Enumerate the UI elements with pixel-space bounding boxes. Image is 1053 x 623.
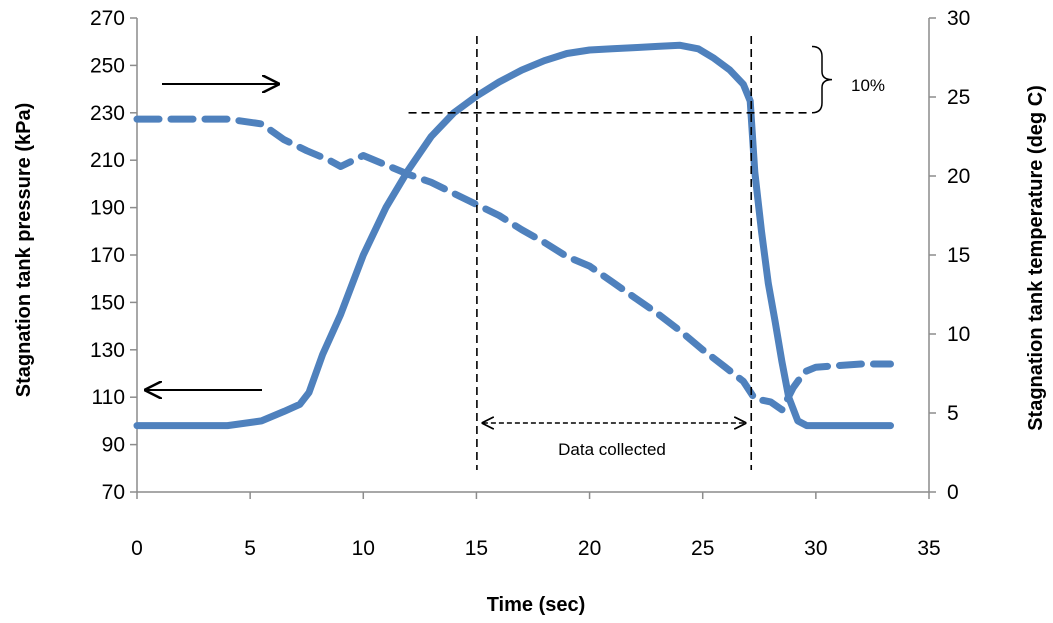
y-tick-label: 250 bbox=[90, 54, 125, 77]
y-tick-label: 110 bbox=[92, 386, 125, 409]
x-tick-label: 0 bbox=[131, 537, 143, 560]
x-tick-label: 5 bbox=[244, 537, 256, 560]
series-group bbox=[133, 41, 894, 430]
annotations: 10% Data collected bbox=[146, 36, 885, 470]
y2-tick-label: 20 bbox=[947, 165, 970, 188]
x-tick-label: 20 bbox=[578, 537, 601, 560]
y-tick-label: 230 bbox=[90, 102, 125, 125]
y-tick-label: 70 bbox=[102, 481, 125, 504]
y2-axis-title: Stagnation tank temperature (deg C) bbox=[1025, 85, 1047, 431]
x-tick-label: 25 bbox=[691, 537, 714, 560]
y-tick-label: 190 bbox=[90, 197, 125, 220]
y-tick-label: 130 bbox=[90, 339, 125, 362]
y-tick-label: 170 bbox=[90, 244, 125, 267]
y-tick-label: 150 bbox=[90, 291, 125, 314]
ticks: 0 5 10 15 20 25 30 3570901101301501701902102302… bbox=[90, 7, 970, 560]
y2-tick-label: 30 bbox=[947, 7, 970, 30]
x-tick-label: 35 bbox=[917, 537, 940, 560]
y2-tick-label: 5 bbox=[947, 402, 959, 425]
y2-tick-label: 25 bbox=[947, 86, 970, 109]
ten-percent-bracket bbox=[811, 45, 833, 114]
y2-tick-label: 10 bbox=[947, 323, 970, 346]
data-collected-label: Data collected bbox=[558, 440, 666, 459]
x-tick-label: 30 bbox=[804, 537, 827, 560]
temperature-series-line bbox=[133, 115, 894, 414]
y2-tick-label: 0 bbox=[947, 481, 959, 504]
x-tick-label: 10 bbox=[352, 537, 375, 560]
bracket-label: 10% bbox=[851, 76, 885, 95]
y-tick-label: 270 bbox=[90, 7, 125, 30]
y-tick-label: 210 bbox=[90, 149, 125, 172]
pressure-series-line bbox=[133, 41, 894, 430]
y-tick-label: 90 bbox=[102, 434, 125, 457]
x-axis-title: Time (sec) bbox=[487, 594, 586, 616]
y-axis-title: Stagnation tank pressure (kPa) bbox=[13, 103, 35, 398]
y2-tick-label: 15 bbox=[947, 244, 970, 267]
x-tick-label: 15 bbox=[465, 537, 488, 560]
